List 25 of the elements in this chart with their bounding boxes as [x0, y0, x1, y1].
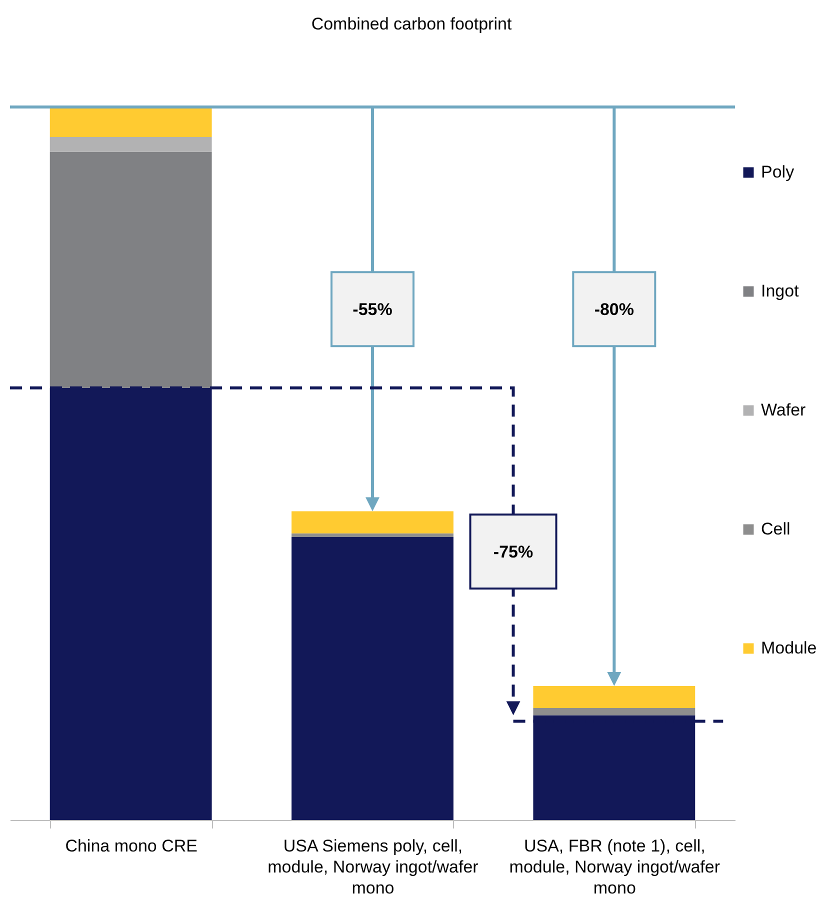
label-box: -75%: [469, 514, 558, 590]
annotation: -55%: [352, 300, 392, 320]
bar: [292, 536, 454, 820]
legend-label: Ingot: [761, 282, 800, 300]
bar: [50, 152, 212, 388]
bar: [533, 715, 696, 820]
x-tick-label: China mono CRE: [65, 836, 198, 856]
label-box: -55%: [330, 271, 414, 348]
bar: [533, 686, 696, 708]
x-tick-label: USA, FBR (note 1), cell, module, Norway ingot/wafer mono: [509, 836, 720, 898]
bar: [50, 388, 212, 820]
legend-label: Module: [761, 638, 817, 658]
chart-title: Combined carbon footprint: [311, 14, 512, 34]
annotation: -80%: [594, 300, 634, 320]
bar: [50, 107, 212, 137]
legend-label: Wafer: [761, 400, 806, 420]
label-box: -80%: [572, 271, 656, 348]
x-tick-label: USA Siemens poly, cell, module, Norway ingot/wafer mono: [268, 836, 479, 898]
legend-label: Poly: [761, 162, 795, 182]
legend-label: Cell: [761, 520, 790, 538]
bar: [50, 136, 212, 152]
annotation: -75%: [493, 542, 534, 562]
bar: [533, 708, 696, 716]
bar: [292, 533, 454, 537]
bar: [292, 511, 454, 534]
